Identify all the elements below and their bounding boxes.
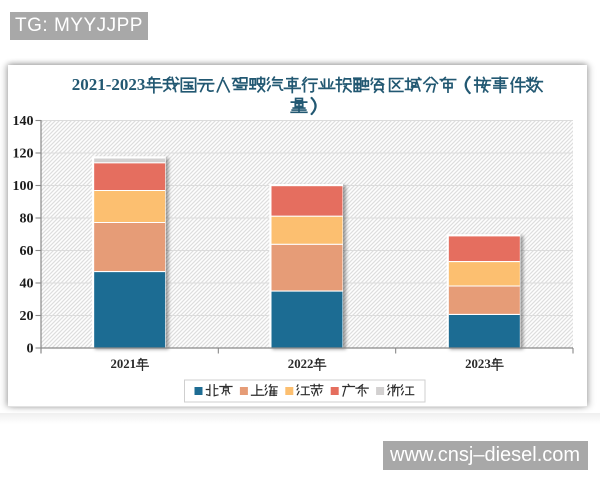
svg-text:100: 100 bbox=[13, 179, 34, 194]
svg-text:2022: 2022 bbox=[288, 357, 314, 371]
svg-text:80: 80 bbox=[20, 212, 34, 227]
svg-text:40: 40 bbox=[20, 277, 34, 292]
svg-text:2023: 2023 bbox=[465, 357, 491, 371]
svg-text:0: 0 bbox=[27, 342, 34, 357]
svg-text:2021-2023: 2021-2023 bbox=[72, 75, 146, 94]
svg-text:120: 120 bbox=[13, 147, 34, 162]
svg-text:60: 60 bbox=[20, 244, 34, 259]
svg-text:2021: 2021 bbox=[110, 357, 136, 371]
svg-text:20: 20 bbox=[20, 309, 34, 324]
svg-text:140: 140 bbox=[13, 114, 34, 129]
